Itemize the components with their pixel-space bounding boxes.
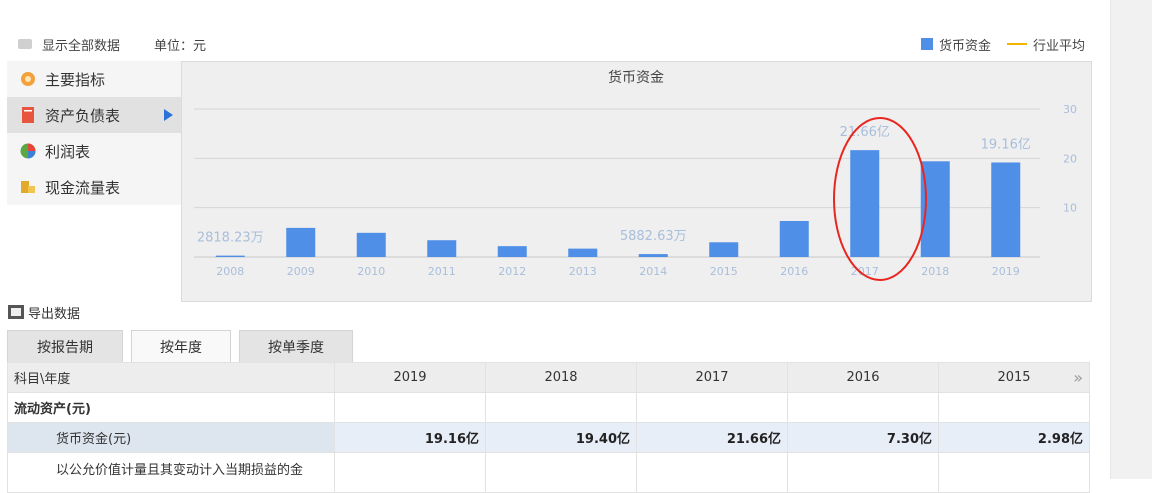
chart-legend: 货币资金 行业平均: [920, 34, 1085, 54]
bar[interactable]: [215, 255, 245, 257]
x-tick-label: 2010: [357, 265, 385, 278]
sidebar-item-label: 利润表: [45, 142, 91, 161]
table-row[interactable]: 货币资金(元) 19.16亿 19.40亿 21.66亿 7.30亿 2.98亿: [7, 422, 1090, 453]
y-tick-label: 20: [1063, 152, 1077, 165]
sidebar-item-balance-sheet[interactable]: 资产负债表: [7, 97, 181, 133]
legend-series1-label[interactable]: 货币资金: [938, 38, 991, 54]
bar[interactable]: [709, 242, 739, 257]
show-all-data-toggle[interactable]: 显示全部数据: [42, 38, 121, 54]
x-tick-label: 2015: [710, 265, 738, 278]
sidebar-item-label: 现金流量表: [45, 178, 121, 197]
table-row: 以公允价值计量且其变动计入当期损益的金: [7, 452, 1090, 493]
table-cell: [334, 452, 486, 493]
data-label: 19.16亿: [981, 137, 1031, 152]
chart-title: 货币资金: [608, 69, 664, 86]
table-cell: [485, 392, 637, 423]
x-tick-label: 2016: [780, 265, 808, 278]
x-tick-label: 2017: [851, 265, 879, 278]
x-tick-label: 2019: [992, 265, 1020, 278]
toolbar: 显示全部数据 单位：元: [18, 34, 206, 54]
row-label: 货币资金(元): [7, 422, 335, 453]
unit-label: 单位：元: [154, 38, 207, 54]
data-label: 5882.63万: [620, 229, 687, 244]
coins-icon: [21, 181, 35, 193]
highlight-circle: [833, 117, 927, 281]
header-cell[interactable]: 2019: [334, 362, 486, 393]
bar[interactable]: [779, 220, 809, 257]
table-cell: [938, 392, 1090, 423]
pie-icon: [20, 143, 36, 159]
bar-chart: 货币资金 10 20 30 2008 2818.23万 2009 2010 2011 2012…: [194, 69, 1077, 281]
x-tick-label: 2013: [569, 265, 597, 278]
header-cell: 科目\年度: [7, 362, 335, 393]
bar[interactable]: [497, 246, 527, 257]
table-cell: [787, 392, 939, 423]
export-label: 导出数据: [28, 306, 81, 322]
bar[interactable]: [286, 227, 316, 257]
export-data-button[interactable]: 导出数据: [8, 302, 80, 322]
export-icon: [8, 305, 24, 319]
bar[interactable]: [568, 248, 598, 257]
legend-series1-swatch[interactable]: [920, 38, 933, 50]
x-tick-label: 2008: [216, 265, 244, 278]
data-label: 2818.23万: [197, 231, 264, 246]
right-scroll-strip: [1110, 0, 1152, 479]
x-tick-label: 2011: [428, 265, 456, 278]
table-cell: 2.98亿: [938, 422, 1090, 453]
table-header-row: 科目\年度 2019 2018 2017 2016 2015 »: [7, 362, 1090, 393]
tab-by-report[interactable]: 按报告期: [7, 330, 123, 363]
sidebar-item-cash-flow[interactable]: 现金流量表: [7, 169, 181, 205]
header-cell-last[interactable]: 2015 »: [938, 362, 1090, 393]
x-tick-label: 2018: [921, 265, 949, 278]
y-tick-label: 30: [1063, 103, 1077, 116]
chart-panel: 货币资金 10 20 30 2008 2818.23万 2009 2010 2011 2012…: [181, 61, 1092, 302]
bar[interactable]: [356, 232, 386, 257]
chevron-right-icon: [164, 109, 173, 121]
legend-series2-label[interactable]: 行业平均: [1032, 38, 1085, 54]
gear-flower-icon: [21, 72, 35, 86]
comment-icon[interactable]: [18, 39, 32, 49]
table-cell: [636, 452, 788, 493]
table-row: 流动资产(元): [7, 392, 1090, 423]
data-label: 21.66亿: [840, 125, 890, 140]
row-label: 流动资产(元): [7, 392, 335, 423]
header-cell[interactable]: 2016: [787, 362, 939, 393]
header-cell[interactable]: 2017: [636, 362, 788, 393]
table-cell: [334, 392, 486, 423]
table-cell: [636, 392, 788, 423]
bar[interactable]: [991, 162, 1021, 257]
sidebar: 主要指标 资产负债表 利润表 现金流量表: [7, 61, 181, 205]
table-cell: 19.16亿: [334, 422, 486, 453]
table-cell: [485, 452, 637, 493]
sidebar-item-main-indicators[interactable]: 主要指标: [7, 61, 181, 97]
next-columns-icon[interactable]: »: [1073, 368, 1083, 387]
table-cell: 19.40亿: [485, 422, 637, 453]
financial-table: 科目\年度 2019 2018 2017 2016 2015» 流动资产(元) …: [7, 362, 1090, 493]
header-cell[interactable]: 2018: [485, 362, 637, 393]
bar[interactable]: [850, 150, 880, 257]
row-label: 以公允价值计量且其变动计入当期损益的金: [7, 452, 335, 493]
legend-series2-swatch[interactable]: [1006, 43, 1027, 45]
period-tabs: 按报告期 按年度 按单季度: [7, 330, 353, 363]
table-cell: 21.66亿: [636, 422, 788, 453]
y-tick-label: 10: [1063, 202, 1077, 215]
bar[interactable]: [638, 254, 668, 257]
header-cell-label: 2015: [997, 370, 1031, 385]
x-tick-label: 2014: [639, 265, 667, 278]
table-cell: [787, 452, 939, 493]
tab-by-year[interactable]: 按年度: [131, 330, 231, 363]
bar[interactable]: [427, 240, 457, 257]
x-tick-label: 2009: [287, 265, 315, 278]
sidebar-item-income-statement[interactable]: 利润表: [7, 133, 181, 169]
table-cell: 7.30亿: [787, 422, 939, 453]
sidebar-item-label: 主要指标: [45, 70, 106, 89]
tab-by-quarter[interactable]: 按单季度: [239, 330, 353, 363]
sidebar-item-label: 资产负债表: [45, 106, 121, 125]
table-cell: [938, 452, 1090, 493]
x-tick-label: 2012: [498, 265, 526, 278]
document-icon: [22, 107, 34, 123]
